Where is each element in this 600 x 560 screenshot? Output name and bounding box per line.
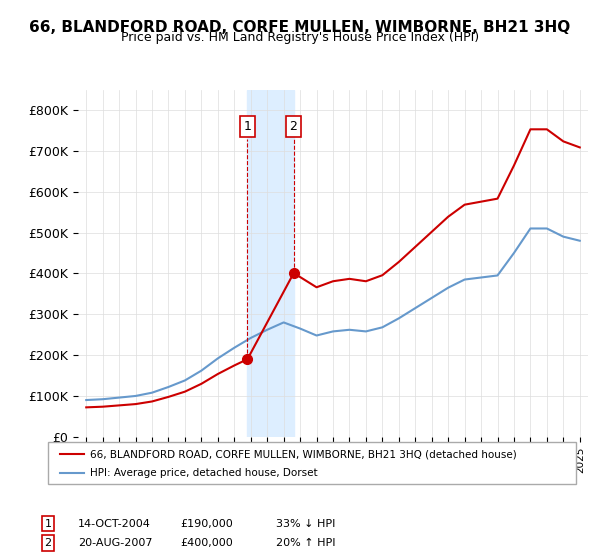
Text: 20% ↑ HPI: 20% ↑ HPI: [276, 538, 335, 548]
Text: 66, BLANDFORD ROAD, CORFE MULLEN, WIMBORNE, BH21 3HQ (detached house): 66, BLANDFORD ROAD, CORFE MULLEN, WIMBOR…: [90, 449, 517, 459]
Text: £190,000: £190,000: [180, 519, 233, 529]
Text: 14-OCT-2004: 14-OCT-2004: [78, 519, 151, 529]
Text: 2: 2: [290, 120, 298, 133]
Text: £400,000: £400,000: [180, 538, 233, 548]
Text: 2: 2: [44, 538, 52, 548]
Text: 1: 1: [244, 120, 251, 133]
Text: HPI: Average price, detached house, Dorset: HPI: Average price, detached house, Dors…: [90, 468, 317, 478]
Text: 33% ↓ HPI: 33% ↓ HPI: [276, 519, 335, 529]
Text: 20-AUG-2007: 20-AUG-2007: [78, 538, 152, 548]
Text: 1: 1: [44, 519, 52, 529]
Bar: [247, 90, 293, 437]
Text: Price paid vs. HM Land Registry's House Price Index (HPI): Price paid vs. HM Land Registry's House …: [121, 31, 479, 44]
Text: 66, BLANDFORD ROAD, CORFE MULLEN, WIMBORNE, BH21 3HQ: 66, BLANDFORD ROAD, CORFE MULLEN, WIMBOR…: [29, 20, 571, 35]
